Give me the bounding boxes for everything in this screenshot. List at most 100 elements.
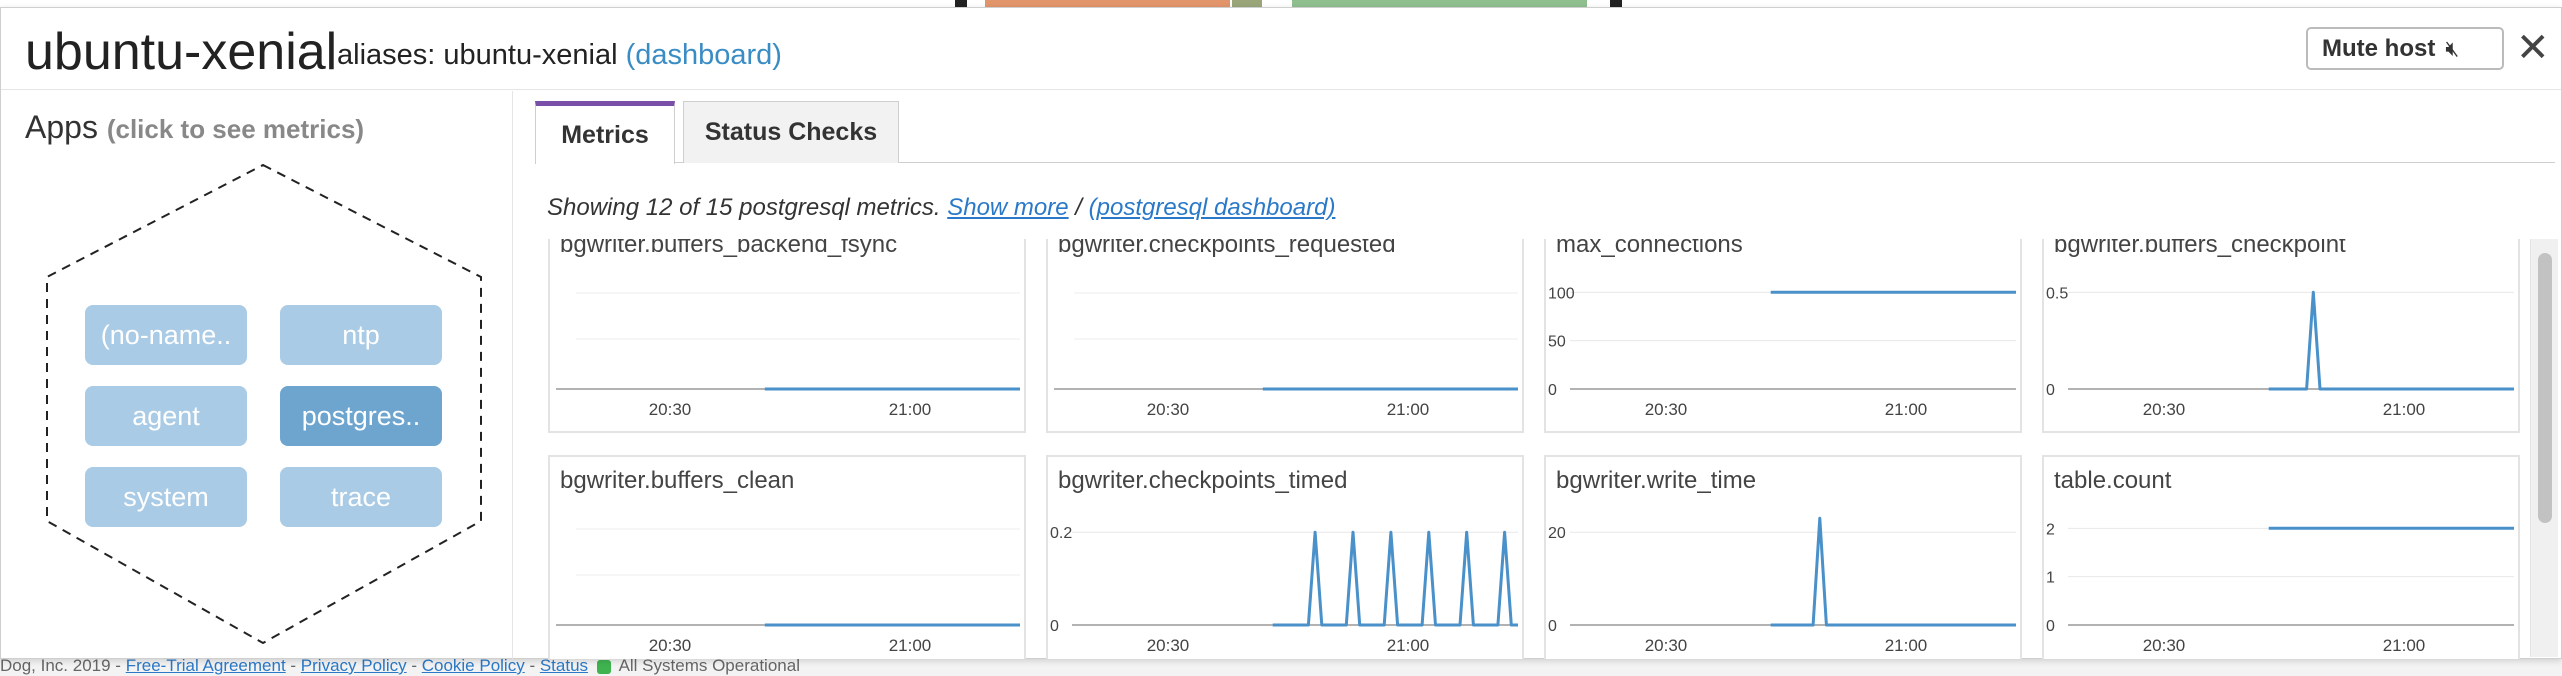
y-tick-label: 50 (1548, 334, 1566, 351)
metrics-grid: bgwriter.buffers_backend_fsync 20:30 21:00… (548, 239, 2538, 659)
speaker-muted-icon: 🔇︎ (2445, 35, 2460, 61)
x-tick-label: 21:00 (2383, 400, 2426, 419)
metric-chart[interactable]: bgwriter.buffers_checkpoint 0 0.5 20:30 21:0… (2042, 239, 2520, 433)
chart-title: max_connections (1556, 239, 1743, 258)
app-button-postgres[interactable]: postgres.. (280, 386, 442, 446)
scrollbar-thumb[interactable] (2538, 253, 2552, 523)
chart-title: bgwriter.buffers_backend_fsync (560, 239, 898, 258)
host-aliases: aliases: ubuntu-xenial (dashboard) (337, 39, 782, 72)
y-tick-label: 0.2 (1050, 525, 1072, 542)
x-tick-label: 21:00 (1387, 400, 1430, 419)
metric-chart[interactable]: bgwriter.buffers_backend_fsync 20:30 21:00 (548, 239, 1026, 433)
close-icon[interactable]: ✕ (2516, 25, 2550, 71)
tab-status-checks[interactable]: Status Checks (683, 101, 899, 163)
apps-hint: (click to see metrics) (106, 114, 365, 144)
footer-link[interactable]: Status (539, 656, 589, 675)
postgresql-dashboard-link[interactable]: (postgresql dashboard) (1088, 194, 1336, 221)
chart-title: table.count (2054, 467, 2172, 494)
y-tick-label: 1 (2046, 570, 2055, 587)
chart-plot: 0 0.2 20:30 21:00 (1050, 525, 1518, 655)
x-tick-label: 21:00 (1885, 636, 1928, 655)
footer-copyright: Dog, Inc. 2019 - (0, 656, 121, 675)
app-button-trace[interactable]: trace (280, 467, 442, 527)
background-footer: Dog, Inc. 2019 - Free-Trial Agreement - … (0, 655, 2562, 676)
tab-metrics[interactable]: Metrics (535, 101, 675, 164)
footer-link[interactable]: Cookie Policy (421, 656, 525, 675)
series-line (1272, 530, 1518, 627)
tab-label: Status Checks (704, 118, 878, 146)
app-label: system (123, 481, 209, 512)
apps-hexagon (46, 163, 482, 645)
dashboard-link[interactable]: (dashboard) (625, 39, 782, 71)
chart-title: bgwriter.write_time (1556, 467, 1757, 494)
metric-chart[interactable]: bgwriter.checkpoints_requested 20:30 21:00 (1046, 239, 1524, 433)
x-tick-label: 20:30 (649, 636, 692, 655)
metric-chart[interactable]: table.count 0 1 2 20:30 21:00 (2042, 455, 2520, 659)
footer-status: All Systems Operational (618, 656, 800, 675)
y-tick-label: 0 (2046, 382, 2055, 399)
background-block (985, 0, 1230, 8)
metric-chart[interactable]: max_connections 0 50 100 20:30 21:00 (1544, 239, 2022, 433)
chart-title: bgwriter.buffers_checkpoint (2054, 239, 2346, 258)
info-separator: / (1075, 194, 1082, 221)
mute-host-button[interactable]: Mute host 🔇︎ (2306, 27, 2504, 70)
apps-panel: Apps (click to see metrics) (no-name.. n… (1, 91, 513, 659)
footer-link[interactable]: Privacy Policy (300, 656, 407, 675)
chart-plot: 0 50 100 20:30 21:00 (1548, 285, 2016, 419)
y-tick-label: 0 (1548, 618, 1557, 635)
y-tick-label: 0 (2046, 618, 2055, 635)
y-tick-label: 0 (1548, 382, 1557, 399)
x-tick-label: 20:30 (2143, 400, 2186, 419)
series-line (2268, 290, 2514, 391)
metric-chart[interactable]: bgwriter.write_time 0 20 20:30 21:00 (1544, 455, 2022, 659)
x-tick-label: 21:00 (1387, 636, 1430, 655)
metrics-info: Showing 12 of 15 postgresql metrics. Sho… (547, 194, 1335, 222)
scrollbar[interactable] (2530, 239, 2558, 657)
y-tick-label: 2 (2046, 521, 2055, 538)
apps-heading: Apps (25, 109, 98, 145)
app-label: trace (330, 481, 392, 512)
x-tick-label: 20:30 (649, 400, 692, 419)
show-more-link[interactable]: Show more (947, 194, 1069, 221)
chart-title: bgwriter.checkpoints_timed (1058, 467, 1348, 494)
mute-host-label: Mute host (2322, 34, 2436, 62)
x-tick-label: 20:30 (1147, 400, 1190, 419)
metric-chart[interactable]: bgwriter.checkpoints_timed 0 0.2 20:30 21:00 (1046, 455, 1524, 659)
chart-plot: 0 0.5 20:30 21:00 (2046, 285, 2514, 419)
app-button-ntp[interactable]: ntp (280, 305, 442, 365)
host-detail-modal: ubuntu-xenial aliases: ubuntu-xenial (da… (0, 7, 2562, 659)
aliases-label: aliases: (337, 39, 436, 71)
metric-chart[interactable]: bgwriter.buffers_clean 20:30 21:00 (548, 455, 1026, 659)
chart-plot: 20:30 21:00 (556, 528, 1020, 655)
app-button-agent[interactable]: agent (85, 386, 247, 446)
x-tick-label: 20:30 (1645, 400, 1688, 419)
chart-plot: 20:30 21:00 (1054, 292, 1518, 419)
background-block (1292, 0, 1587, 8)
app-label: (no-name.. (100, 319, 232, 350)
app-label: ntp (342, 319, 380, 350)
x-tick-label: 21:00 (1885, 400, 1928, 419)
app-button-no-name[interactable]: (no-name.. (85, 305, 247, 365)
y-tick-label: 0.5 (2046, 285, 2068, 302)
tab-bar: Metrics Status Checks (535, 101, 2555, 164)
apps-title: Apps (click to see metrics) (25, 109, 364, 146)
series-line (1770, 516, 2016, 627)
y-tick-label: 0 (1050, 618, 1059, 635)
x-tick-label: 20:30 (2143, 636, 2186, 655)
chart-plot: 20:30 21:00 (556, 292, 1020, 419)
app-label: postgres.. (301, 400, 421, 431)
x-tick-label: 20:30 (1645, 636, 1688, 655)
alias-value: ubuntu-xenial (443, 39, 618, 71)
y-tick-label: 100 (1548, 285, 1575, 302)
background-page-top (0, 0, 2562, 8)
background-block (955, 0, 967, 8)
metrics-panel: Metrics Status Checks Showing 12 of 15 p… (514, 91, 2561, 659)
host-name: ubuntu-xenial (25, 23, 338, 81)
metrics-count-text: Showing 12 of 15 postgresql metrics. (547, 194, 941, 221)
x-tick-label: 20:30 (1147, 636, 1190, 655)
background-block (1610, 0, 1622, 8)
chart-plot: 0 20 20:30 21:00 (1548, 516, 2016, 655)
app-button-system[interactable]: system (85, 467, 247, 527)
y-tick-label: 20 (1548, 525, 1566, 542)
footer-link[interactable]: Free-Trial Agreement (125, 656, 286, 675)
